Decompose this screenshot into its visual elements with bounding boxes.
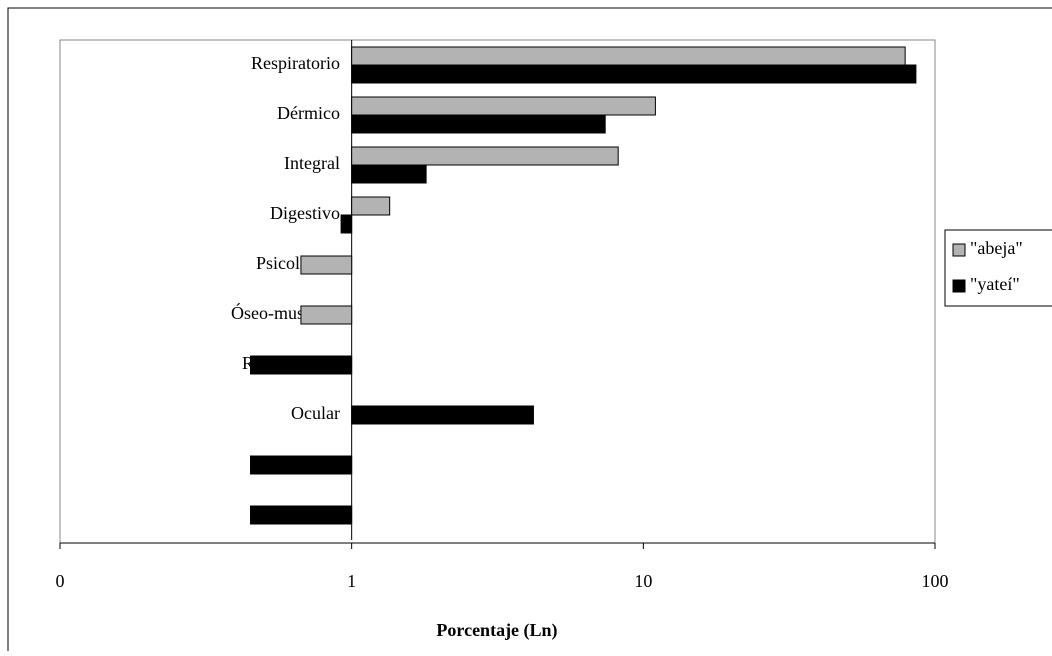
x-tick-label: 0	[56, 571, 65, 591]
x-tick-label: 1	[347, 571, 356, 591]
bar	[300, 255, 353, 275]
bar	[351, 164, 427, 184]
bar	[351, 96, 656, 116]
y-tick-label: Ocular	[291, 403, 340, 423]
y-tick-label: Digestivo	[270, 203, 340, 223]
bar	[300, 305, 353, 325]
chart-frame	[7, 7, 1052, 656]
bar	[351, 196, 391, 216]
bar	[351, 114, 606, 134]
x-axis-title: Porcentaje (Ln)	[436, 620, 557, 641]
x-tick-label: 10	[634, 571, 652, 591]
bar	[250, 455, 353, 475]
legend-box	[944, 229, 1052, 307]
legend-label: "abeja"	[970, 238, 1023, 258]
bar	[351, 146, 619, 166]
bar	[250, 505, 353, 525]
bar	[250, 355, 353, 375]
bar	[351, 46, 906, 66]
legend-label: "yateí"	[970, 274, 1020, 294]
legend-swatch	[952, 279, 966, 293]
bar	[351, 405, 534, 425]
bar	[351, 64, 917, 84]
y-tick-label: Integral	[284, 153, 340, 173]
bar	[340, 214, 353, 234]
y-tick-label: Dérmico	[277, 103, 340, 123]
legend-swatch	[952, 243, 966, 257]
x-tick-label: 100	[922, 571, 949, 591]
y-tick-label: Respiratorio	[251, 53, 340, 73]
